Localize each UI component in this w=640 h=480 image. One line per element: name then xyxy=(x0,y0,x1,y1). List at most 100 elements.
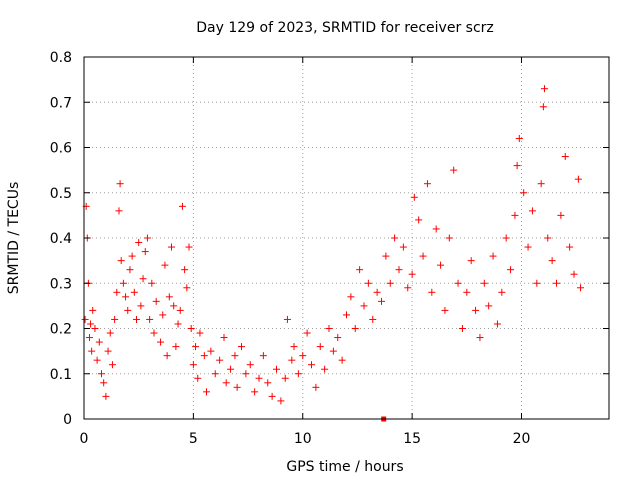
data-point xyxy=(238,343,245,351)
x-tick-label: 10 xyxy=(294,431,312,447)
data-point xyxy=(408,270,416,278)
data-point xyxy=(93,356,101,364)
data-point xyxy=(135,239,143,247)
data-point xyxy=(343,311,350,319)
plot-frame xyxy=(83,56,610,420)
data-point xyxy=(122,293,130,301)
data-point xyxy=(189,361,197,369)
data-point xyxy=(264,379,272,387)
data-point xyxy=(511,211,519,219)
data-point xyxy=(432,225,440,233)
data-point xyxy=(441,306,449,314)
data-point xyxy=(391,234,399,242)
data-point xyxy=(351,325,359,332)
data-point xyxy=(566,243,574,251)
data-point xyxy=(163,352,171,360)
data-point xyxy=(561,153,569,161)
data-point xyxy=(246,361,254,369)
data-point xyxy=(489,252,497,260)
data-point xyxy=(165,293,173,301)
data-point xyxy=(172,343,180,351)
data-point xyxy=(356,266,364,274)
data-point xyxy=(242,370,250,378)
data-point xyxy=(185,243,193,251)
data-point xyxy=(399,243,407,251)
y-tick-label: 0 xyxy=(63,412,72,428)
data-point xyxy=(130,288,138,296)
y-tick-label: 0.5 xyxy=(50,186,72,202)
data-point xyxy=(577,284,585,292)
data-point xyxy=(183,284,191,292)
data-point xyxy=(423,180,431,188)
data-point xyxy=(378,297,385,305)
data-point xyxy=(81,315,89,323)
data-point xyxy=(106,329,114,337)
data-point xyxy=(437,261,445,269)
data-point xyxy=(168,243,175,251)
data-point xyxy=(386,279,394,287)
data-point xyxy=(203,388,210,396)
data-point xyxy=(334,334,342,342)
data-point xyxy=(113,288,121,296)
data-point xyxy=(419,252,427,260)
data-point xyxy=(553,279,560,287)
data-point xyxy=(369,315,377,323)
data-point xyxy=(117,257,125,265)
data-point xyxy=(88,347,96,355)
data-point xyxy=(100,379,108,387)
data-point xyxy=(338,356,346,364)
data-point xyxy=(146,315,154,323)
data-point xyxy=(170,302,178,310)
data-point xyxy=(548,257,556,265)
data-point xyxy=(480,279,488,287)
data-point xyxy=(157,338,165,346)
data-point xyxy=(277,397,285,405)
data-point xyxy=(454,279,462,287)
data-point xyxy=(493,320,501,328)
data-point xyxy=(325,325,333,332)
data-point xyxy=(161,261,169,269)
data-point xyxy=(174,320,182,328)
data-point xyxy=(428,288,436,296)
data-point xyxy=(150,329,158,337)
data-point xyxy=(533,279,541,287)
data-point xyxy=(104,347,112,355)
data-point xyxy=(283,315,291,323)
data-point xyxy=(124,306,132,314)
data-point xyxy=(133,315,140,323)
data-point xyxy=(159,311,167,319)
data-point xyxy=(152,297,160,305)
data-point xyxy=(194,374,202,382)
data-point xyxy=(108,361,116,369)
grid-lines xyxy=(84,57,609,419)
data-point xyxy=(540,85,548,93)
data-point xyxy=(347,293,355,301)
data-point xyxy=(498,288,506,296)
data-point xyxy=(91,325,99,332)
data-point xyxy=(233,383,241,391)
data-point xyxy=(570,270,578,278)
data-point xyxy=(187,325,195,332)
data-point xyxy=(299,352,307,360)
data-point xyxy=(111,315,119,323)
data-point xyxy=(192,343,200,351)
data-point xyxy=(382,252,390,260)
data-points xyxy=(81,85,585,422)
data-point xyxy=(472,306,480,314)
data-point xyxy=(119,279,127,287)
data-point xyxy=(211,370,219,378)
x-axis-label: GPS time / hours xyxy=(286,459,403,475)
data-point xyxy=(95,338,103,346)
data-point xyxy=(143,234,151,242)
data-point xyxy=(273,365,280,373)
data-point xyxy=(290,343,298,351)
data-point xyxy=(85,334,93,342)
data-point xyxy=(485,302,493,310)
data-point xyxy=(87,320,95,328)
data-point xyxy=(200,352,208,360)
data-point xyxy=(281,374,289,382)
data-point xyxy=(231,352,239,360)
data-point xyxy=(404,284,412,292)
x-tick-labels: 0 5 10 15 20 xyxy=(80,431,531,447)
